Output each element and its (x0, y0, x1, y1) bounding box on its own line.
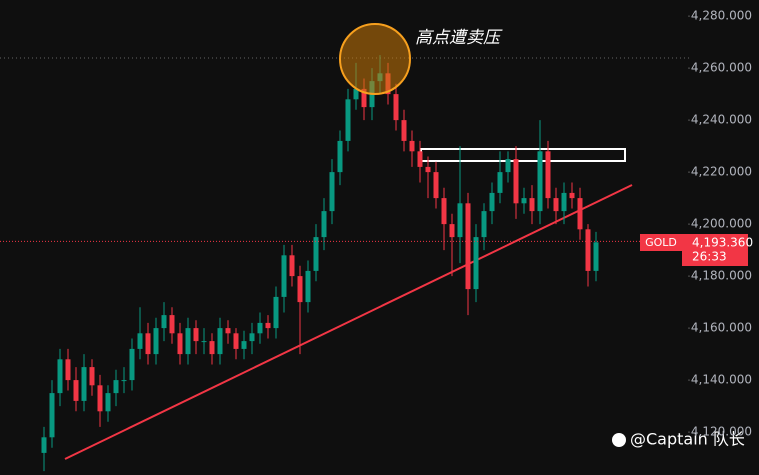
candle-body (209, 341, 215, 355)
price-tag (682, 234, 748, 266)
candle-body (177, 333, 183, 355)
candle-body (409, 140, 415, 152)
candle-body (297, 276, 303, 303)
candle-body (553, 198, 559, 212)
candle-body (257, 322, 263, 334)
candle-body (225, 328, 231, 334)
candle-body (465, 203, 471, 290)
candle-body (425, 166, 431, 173)
candle-body (273, 296, 279, 329)
candle-body (201, 341, 207, 343)
candle-body (289, 255, 295, 277)
candle-body (473, 237, 479, 290)
candle-body (569, 192, 575, 199)
candle-body (593, 242, 599, 271)
candle-body (73, 380, 79, 401)
candle-body (577, 198, 583, 230)
candle-body (441, 198, 447, 225)
candle-body (305, 270, 311, 303)
candle-body (105, 393, 111, 412)
candle-body (585, 229, 591, 271)
candle-body (401, 120, 407, 141)
candle-body (153, 328, 159, 355)
symbol-tag (640, 234, 682, 251)
countdown: 26:33 (692, 250, 727, 264)
y-tick-label: 4,180.000 (691, 269, 752, 283)
candle-body (417, 151, 423, 167)
candle-body (433, 172, 439, 199)
candle-body (57, 359, 63, 394)
candle-body (521, 198, 527, 204)
candle-body (361, 88, 367, 108)
y-tick-label: 4,120.000 (691, 425, 752, 439)
trendline (64, 184, 633, 460)
last-price: 4,193.360 (692, 236, 753, 250)
y-tick-label: 4,260.000 (691, 61, 752, 75)
candle-body (537, 151, 543, 212)
y-tick-label: 4,240.000 (691, 113, 752, 127)
watermark: @Captain 队长 (630, 430, 745, 449)
annotation: 高点遭卖压 (415, 28, 503, 48)
symbol: GOLD (645, 236, 677, 249)
candle-body (505, 159, 511, 173)
candle-body (65, 359, 71, 381)
candle-body (97, 385, 103, 412)
candle-body (561, 192, 567, 212)
candle-body (481, 211, 487, 238)
candle-body (337, 140, 343, 173)
y-tick-label: 4,160.000 (691, 321, 752, 335)
candle-body (249, 333, 255, 342)
candle-body (281, 255, 287, 297)
candle-body (529, 198, 535, 212)
candle-body (89, 367, 95, 386)
candle-body (393, 94, 399, 121)
candle-body (353, 88, 359, 100)
candle-body (145, 333, 151, 355)
candle-body (449, 224, 455, 238)
y-tick-label: 4,280.000 (691, 9, 752, 23)
candle-body (329, 172, 335, 212)
candle-body (41, 437, 47, 453)
candle-body (313, 237, 319, 271)
candle-body (217, 328, 223, 355)
candle-body (49, 393, 55, 438)
candle-body (81, 367, 87, 401)
candle-body (233, 333, 239, 349)
candle-body (497, 172, 503, 193)
candle-body (545, 151, 551, 199)
candle-body (513, 159, 519, 204)
y-tick-label: 4,220.000 (691, 165, 752, 179)
candle-body (185, 328, 191, 355)
candle-body (457, 203, 463, 238)
candle-body (265, 322, 271, 329)
highlight-circle (339, 23, 411, 95)
candle-body (137, 333, 143, 349)
candle-body (169, 315, 175, 334)
candle-body (489, 192, 495, 212)
candle-body (129, 348, 135, 381)
candle-body (121, 380, 127, 382)
candle-body (321, 211, 327, 238)
watermark-icon (612, 433, 626, 447)
y-tick-label: 4,140.000 (691, 373, 752, 387)
candle-body (241, 341, 247, 349)
candle-body (161, 315, 167, 329)
candle-body (193, 328, 199, 342)
y-tick-label: 4,200.000 (691, 217, 752, 231)
candle-body (113, 380, 119, 394)
candle-body (345, 99, 351, 141)
